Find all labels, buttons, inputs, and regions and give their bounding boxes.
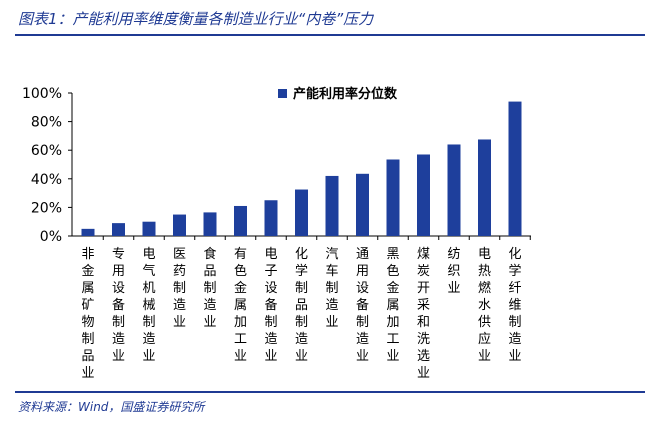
x-tick-label: 食品制造业 xyxy=(203,246,216,330)
y-tick-label: 40% xyxy=(31,172,62,188)
x-tick-label: 纺织业 xyxy=(447,247,460,296)
bar xyxy=(173,214,186,236)
title-divider xyxy=(15,34,645,36)
legend: 产能利用率分位数 xyxy=(278,86,398,102)
x-tick-label: 电气机械制造业 xyxy=(142,247,155,364)
bar xyxy=(81,228,95,236)
x-tick-label: 非金属矿物制品业 xyxy=(81,247,94,381)
bar xyxy=(264,200,278,236)
x-tick-label: 化学制品制造业 xyxy=(295,247,308,364)
x-tick-label: 通用设备制造业 xyxy=(356,247,369,364)
bar xyxy=(356,173,369,236)
bars xyxy=(81,101,531,240)
bar xyxy=(325,175,339,236)
x-tick-label: 电热燃水供应业 xyxy=(478,247,491,364)
x-tick-label: 黑色金属加工业 xyxy=(386,247,399,364)
source-note: 资料来源：Wind，国盛证券研究所 xyxy=(18,400,205,414)
source-divider xyxy=(15,391,645,393)
x-tick-label: 有色金属加工业 xyxy=(234,247,247,364)
bar xyxy=(447,144,461,236)
x-tick-label: 煤炭开采和洗选业 xyxy=(417,247,430,381)
x-tick-label: 汽车制造业 xyxy=(325,247,338,330)
bar xyxy=(112,223,125,236)
x-tick-label: 化学纤维制造业 xyxy=(508,247,521,364)
legend-label: 产能利用率分位数 xyxy=(293,86,398,102)
y-tick-label: 80% xyxy=(31,115,62,131)
x-tick-label: 电子设备制造业 xyxy=(264,247,277,364)
legend-swatch xyxy=(278,89,287,98)
bar xyxy=(417,154,430,236)
bar xyxy=(142,221,156,236)
bar xyxy=(203,212,217,236)
category-labels: 非金属矿物制品业 专用设备制造业 电气机械制造业 医药制造业 食品制造业 有色金属加工业 电… xyxy=(81,246,521,381)
bar xyxy=(508,101,522,236)
y-tick-label: 60% xyxy=(31,143,62,159)
x-tick-label: 医药制造业 xyxy=(173,247,186,330)
y-tick-label: 0% xyxy=(40,229,62,245)
bar xyxy=(234,205,247,236)
bar xyxy=(295,189,308,236)
y-tick-label: 100% xyxy=(22,86,62,102)
bar xyxy=(478,139,491,236)
figure-title: 图表1：产能利用率维度衡量各制造业行业“内卷”压力 xyxy=(18,10,374,28)
x-tick-label: 专用设备制造业 xyxy=(112,247,125,364)
y-tick-label: 20% xyxy=(31,200,62,216)
bar xyxy=(386,159,400,236)
